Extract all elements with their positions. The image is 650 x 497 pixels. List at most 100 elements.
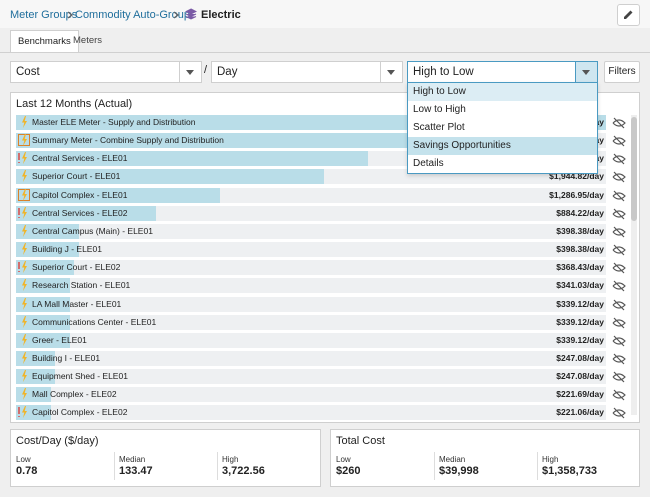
ranking-row[interactable]: Central Services - ELE02 $884.22/day [16,205,606,221]
ranking-row[interactable]: Superior Court - ELE02 $368.43/day [16,260,606,276]
hide-button[interactable] [612,299,626,311]
hide-button[interactable] [612,280,626,292]
meter-icon [22,170,27,183]
select-caret [179,62,201,82]
meter-name: Master ELE Meter - Supply and Distributi… [32,117,196,127]
bolt [22,315,27,328]
ranking-row[interactable]: LA Mall Master - ELE01 $339.12/day [16,296,606,312]
ranking-row[interactable]: Equipment Shed - ELE01 $247.08/day [16,369,606,385]
hide-button[interactable] [612,262,626,274]
bolt [22,333,27,346]
separator: / [204,64,208,76]
breadcrumb-link[interactable]: Meter Groups [10,9,78,21]
hide-button[interactable] [612,317,626,329]
stat-label: Low [336,455,351,464]
cost-bar [16,133,508,149]
meter-name: LA Mall Master - ELE01 [32,298,122,309]
ranking-row[interactable]: Mall Complex - ELE02 $221.69/day [16,387,606,403]
meter-cost: $221.69/day [556,389,604,400]
meter-cost: $247.08/day [556,371,604,382]
meter-name: Superior Court - ELE01 [32,171,121,182]
hide-button[interactable] [612,335,626,347]
eye-slash [612,172,626,183]
bolt [22,388,27,401]
ranking-row[interactable]: Capitol Complex - ELE01 $1,286.95/day [16,187,606,203]
hide-button[interactable] [612,208,626,220]
menu-option[interactable]: High to Low [408,83,597,101]
bolt [22,297,27,310]
hide-button[interactable] [612,371,626,383]
summary-title: Cost/Day ($/day) [16,435,99,447]
meter-icon [22,243,27,256]
chevron [67,11,74,19]
hide-button[interactable] [612,135,626,147]
hide-button[interactable] [612,244,626,256]
breadcrumb-current: Electric [201,9,241,21]
ranking-row[interactable]: Communications Center - ELE01 $339.12/day [16,314,606,330]
menu-option[interactable]: Details [408,155,597,173]
select-caret [575,62,597,82]
select-value: High to Low [413,66,474,78]
hide-button[interactable] [612,171,626,183]
ranking-row[interactable]: Capitol Complex - ELE02 $221.06/day [16,405,606,421]
meter-name: Superior Court - ELE02 [32,262,121,273]
stat-label: Median [119,455,146,464]
hide-button[interactable] [612,117,626,129]
summary-panel: Total Cost Low $260 Median $39,998 High $1,358… [330,429,640,487]
hide-button[interactable] [612,153,626,165]
meter-name: Central Services - ELE02 [32,207,128,218]
period-select[interactable]: Day [211,61,403,83]
meter-name: Equipment Shed - ELE01 [32,371,128,382]
select-value: Day [217,66,238,78]
icon-frame [18,188,30,201]
cost-bar [16,223,80,239]
meter-cost: $884.22/day [556,207,604,218]
ranking-row[interactable]: Research Station - ELE01 $341.03/day [16,278,606,294]
bolt [22,188,27,201]
summary-icon [18,134,30,147]
meter-cost: $398.38/day [556,244,604,255]
filters-button[interactable]: Filters [604,61,640,83]
metric-select[interactable]: Cost [10,61,202,83]
eye-slash [612,190,626,202]
menu-option[interactable]: Low to High [408,101,597,119]
header [0,0,650,28]
stat-value: $260 [336,465,361,477]
eye-slash [612,153,626,165]
ranking-row[interactable]: Building J - ELE01 $398.38/day [16,242,606,258]
bolt [22,406,27,419]
stat-label: High [222,455,239,464]
meter-name: Capitol Complex - ELE01 [32,189,128,200]
eye-slash [612,226,626,238]
edit-button[interactable] [617,4,640,26]
hide-button[interactable] [612,226,626,238]
hide-button[interactable] [612,389,626,401]
meter-icon [22,315,27,328]
stat-label: Low [16,455,31,464]
cost-bar [16,369,56,385]
sort-select[interactable]: High to Low [407,61,598,83]
menu-option[interactable]: Savings Opportunities [408,137,597,155]
ranking-row[interactable]: Building I - ELE01 $247.08/day [16,350,606,366]
cost-bar [16,296,70,312]
meter-cost: $341.03/day [556,280,604,291]
tab-active[interactable]: Benchmarks [10,30,79,52]
cost-bar [16,350,56,366]
hide-button[interactable] [612,190,626,202]
menu-option[interactable]: Scatter Plot [408,119,597,137]
hide-button[interactable] [612,407,626,419]
tab[interactable]: Meters [73,35,103,46]
ranking-panel: Last 12 Months (Actual) Master ELE Meter… [10,92,640,423]
bolt [22,261,27,274]
cost-bar [16,151,368,167]
breadcrumb-link[interactable]: Commodity Auto-Group [75,9,190,21]
ranking-row[interactable]: Central Campus (Main) - ELE01 $398.38/day [16,223,606,239]
bolt [22,206,27,219]
hide-button[interactable] [612,353,626,365]
cost-bar [16,332,70,348]
alert-icon [18,261,27,274]
ranking-row[interactable]: Greer - ELE01 $339.12/day [16,332,606,348]
eye-slash [612,117,626,129]
scroll-thumb[interactable] [631,117,637,221]
panel-title: Last 12 Months (Actual) [16,98,133,110]
